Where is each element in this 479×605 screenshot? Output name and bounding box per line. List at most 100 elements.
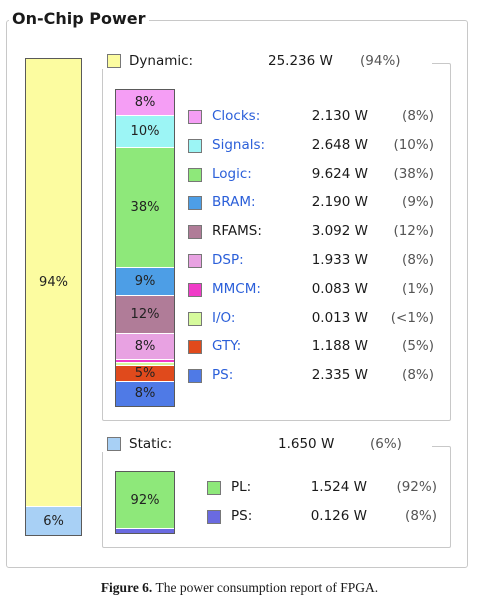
total-bar-segment: 94% — [26, 59, 81, 507]
caption-text: The power consumption report of FPGA. — [155, 580, 379, 595]
dynamic-item-label[interactable]: GTY: — [212, 338, 242, 355]
total-bar-segment-label: 6% — [43, 513, 64, 529]
static-percent: (6%) — [370, 436, 402, 452]
static-item-percent: (92%) — [396, 479, 437, 495]
dynamic-bar-segment: 5% — [116, 364, 174, 381]
dynamic-item-label[interactable]: MMCM: — [212, 280, 261, 297]
dynamic-bar-segment-label: 9% — [134, 274, 156, 290]
caption-label: Figure 6. — [100, 580, 153, 595]
dynamic-bar-segment-label: 8% — [134, 386, 156, 402]
dynamic-item-percent: (10%) — [393, 136, 434, 153]
dynamic-header: Dynamic: 25.236 W (94%) — [102, 53, 432, 69]
dynamic-item-row: RFAMS: 3.092 W (12%) — [188, 223, 443, 241]
dynamic-item-label[interactable]: Signals: — [212, 136, 266, 153]
dynamic-bar-segment-label: 10% — [130, 124, 160, 140]
static-item-swatch — [207, 481, 221, 495]
dynamic-value: 25.236 W — [268, 53, 333, 69]
dynamic-item-value: 2.130 W — [311, 108, 368, 124]
dynamic-bar-segment — [116, 358, 174, 362]
static-item-value: 1.524 W — [310, 479, 367, 495]
dynamic-bar-segment: 12% — [116, 295, 174, 334]
dynamic-bar-segment: 8% — [116, 380, 174, 406]
dynamic-item-row: DSP: 1.933 W (8%) — [188, 252, 443, 270]
dynamic-item-value: 1.188 W — [311, 338, 368, 355]
dynamic-bar-segment-label: 38% — [130, 199, 160, 215]
dynamic-item-swatch — [188, 110, 202, 124]
dynamic-item-swatch — [188, 282, 202, 297]
dynamic-item-swatch — [188, 138, 202, 153]
static-item-row: PL: 1.524 W (92%) — [207, 479, 447, 497]
dynamic-item-label[interactable]: I/O: — [212, 309, 236, 326]
dynamic-item-row: Signals: 2.648 W (10%) — [188, 137, 443, 155]
dynamic-bar-segment: 38% — [116, 146, 174, 267]
dynamic-label: Dynamic: — [129, 53, 194, 69]
total-bar-segment: 6% — [26, 506, 81, 535]
dynamic-item-value: 2.190 W — [311, 194, 368, 211]
dynamic-item-swatch — [188, 167, 202, 182]
figure-caption: Figure 6. The power consumption report o… — [0, 580, 479, 596]
dynamic-item-percent: (<1%) — [390, 309, 434, 326]
dynamic-item-percent: (5%) — [402, 338, 434, 355]
dynamic-item-row: Logic: 9.624 W (38%) — [188, 166, 443, 184]
static-item-label: PL: — [231, 479, 252, 495]
dynamic-item-label[interactable]: Logic: — [212, 165, 252, 182]
dynamic-bar-segment: 10% — [116, 115, 174, 147]
dynamic-item-value: 0.083 W — [311, 280, 368, 297]
dynamic-item-percent: (8%) — [402, 367, 434, 384]
total-bar-segment-label: 94% — [39, 275, 68, 291]
static-item-value: 0.126 W — [310, 508, 367, 524]
on-chip-power-panel — [6, 20, 468, 568]
dynamic-bar-segment-label: 8% — [134, 338, 156, 354]
dynamic-percent: (94%) — [360, 53, 401, 69]
dynamic-item-value: 0.013 W — [311, 309, 368, 326]
static-item-percent: (8%) — [405, 508, 437, 524]
dynamic-item-swatch — [188, 225, 202, 240]
dynamic-item-label[interactable]: BRAM: — [212, 194, 256, 211]
static-item-label: PS: — [231, 508, 253, 524]
dynamic-item-percent: (38%) — [393, 165, 434, 182]
dynamic-item-value: 1.933 W — [311, 252, 368, 268]
dynamic-bar-segment: 8% — [116, 90, 174, 116]
dynamic-item-row: Clocks: 2.130 W (8%) — [188, 108, 443, 126]
dynamic-item-value: 2.335 W — [311, 367, 368, 384]
dynamic-item-swatch — [188, 254, 202, 268]
dynamic-item-value: 2.648 W — [311, 136, 368, 153]
dynamic-item-label[interactable]: PS: — [212, 367, 234, 384]
static-item-swatch — [207, 510, 221, 524]
dynamic-swatch — [107, 54, 121, 68]
dynamic-item-percent: (12%) — [393, 223, 434, 240]
static-swatch — [107, 437, 121, 451]
dynamic-item-percent: (1%) — [402, 280, 434, 297]
static-bar-segment — [116, 528, 174, 533]
static-bar-segment-label: 92% — [130, 492, 160, 508]
dynamic-item-label: RFAMS: — [212, 223, 262, 240]
dynamic-item-swatch — [188, 196, 202, 211]
dynamic-item-swatch — [188, 369, 202, 384]
dynamic-item-percent: (9%) — [402, 194, 434, 211]
dynamic-bar-segment-label: 5% — [134, 365, 156, 381]
dynamic-item-label[interactable]: Clocks: — [212, 108, 261, 124]
dynamic-item-percent: (8%) — [402, 252, 434, 268]
static-breakdown-bar: 92% — [115, 471, 175, 534]
dynamic-item-label[interactable]: DSP: — [212, 252, 244, 268]
dynamic-item-value: 9.624 W — [311, 165, 368, 182]
static-value: 1.650 W — [278, 436, 335, 452]
dynamic-item-row: I/O: 0.013 W (<1%) — [188, 310, 443, 328]
dynamic-item-row: BRAM: 2.190 W (9%) — [188, 194, 443, 212]
panel-title: On-Chip Power — [9, 9, 149, 28]
dynamic-item-row: PS: 2.335 W (8%) — [188, 367, 443, 385]
dynamic-item-value: 3.092 W — [311, 223, 368, 240]
dynamic-breakdown-bar: 8% 10% 38% 9% 12% 8% 5% 8% — [115, 89, 175, 407]
dynamic-item-percent: (8%) — [402, 108, 434, 124]
dynamic-item-row: MMCM: 0.083 W (1%) — [188, 281, 443, 299]
total-power-bar: 94% 6% — [25, 58, 82, 536]
dynamic-bar-segment: 8% — [116, 333, 174, 359]
dynamic-item-row: GTY: 1.188 W (5%) — [188, 338, 443, 356]
static-label: Static: — [129, 436, 173, 452]
dynamic-bar-segment-label: 8% — [134, 95, 156, 111]
dynamic-bar-segment — [116, 361, 174, 365]
static-legend: PL: 1.524 W (92%) PS: 0.126 W (8%) — [207, 479, 447, 529]
static-item-row: PS: 0.126 W (8%) — [207, 508, 447, 526]
dynamic-legend: Clocks: 2.130 W (8%) Signals: 2.648 W (10%) Lo… — [188, 108, 443, 398]
dynamic-bar-segment-label: 12% — [130, 307, 160, 323]
